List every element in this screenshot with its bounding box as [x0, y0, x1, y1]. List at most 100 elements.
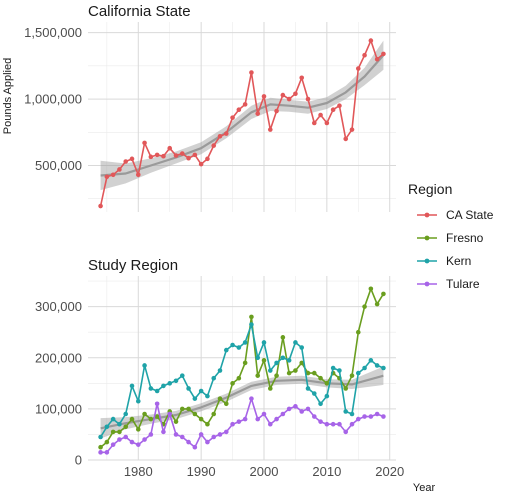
data-point-tulare	[192, 444, 198, 450]
data-point-tulare	[261, 411, 267, 417]
data-point-ca-state	[286, 96, 292, 102]
data-point-tulare	[337, 421, 342, 427]
data-point-kern	[192, 396, 198, 401]
data-point-kern	[362, 365, 367, 371]
data-point-kern	[223, 347, 229, 353]
legend-label: Kern	[446, 254, 471, 268]
y-tick-label: 200,000	[35, 350, 82, 365]
data-point-tulare	[223, 429, 229, 435]
data-point-fresno	[249, 314, 254, 320]
data-point-tulare	[274, 416, 279, 422]
data-point-ca-state	[179, 151, 185, 156]
data-point-kern	[236, 345, 242, 350]
data-point-fresno	[154, 414, 160, 419]
y-tick-label: 300,000	[35, 299, 82, 314]
data-point-fresno	[355, 329, 361, 335]
data-point-fresno	[261, 358, 267, 363]
data-point-ca-state	[337, 103, 342, 109]
data-point-fresno	[236, 375, 242, 381]
data-point-kern	[179, 373, 185, 378]
series-line-kern	[99, 323, 384, 438]
data-point-tulare	[205, 439, 210, 445]
data-point-tulare	[123, 434, 129, 440]
data-point-fresno	[267, 386, 273, 391]
data-point-fresno	[381, 291, 386, 297]
data-point-ca-state	[223, 131, 229, 136]
data-point-kern	[330, 365, 336, 371]
data-point-ca-state	[255, 111, 261, 116]
data-point-kern	[381, 365, 386, 371]
data-point-ca-state	[123, 159, 129, 164]
legend-item-fresno: Fresno	[417, 231, 484, 245]
y-tick-label: 500,000	[35, 158, 82, 173]
data-point-ca-state	[129, 156, 135, 162]
data-point-ca-state	[261, 94, 267, 99]
data-point-kern	[305, 386, 311, 391]
data-point-ca-state	[349, 127, 355, 132]
x-axis-label: Year	[413, 482, 436, 494]
series-line-tulare	[100, 397, 384, 454]
data-point-ca-state	[280, 92, 286, 98]
data-point-fresno	[324, 381, 330, 386]
legend-key-point	[424, 235, 430, 241]
data-point-kern	[368, 358, 374, 363]
legend-key-point	[424, 258, 430, 264]
data-point-tulare	[230, 421, 235, 427]
data-point-tulare	[249, 396, 254, 401]
data-point-ca-state	[217, 133, 223, 139]
legend-key-point	[424, 281, 430, 287]
data-point-fresno	[135, 427, 141, 432]
data-point-ca-state	[381, 51, 386, 57]
data-point-kern	[186, 386, 191, 391]
data-point-kern	[198, 388, 204, 394]
data-point-ca-state	[236, 107, 242, 112]
data-point-tulare	[167, 411, 173, 417]
y-tick-label: 1,500,000	[24, 25, 82, 40]
data-point-kern	[337, 368, 342, 373]
data-point-fresno	[173, 419, 179, 424]
data-point-tulare	[255, 416, 261, 422]
data-point-ca-state	[173, 153, 179, 158]
data-point-kern	[110, 416, 116, 422]
data-point-tulare	[267, 421, 273, 427]
data-point-ca-state	[274, 108, 279, 114]
data-point-tulare	[110, 442, 116, 447]
data-point-tulare	[198, 432, 204, 437]
data-point-fresno	[110, 429, 116, 435]
data-point-fresno	[123, 424, 129, 430]
data-point-ca-state	[368, 38, 374, 43]
data-point-ca-state	[104, 174, 110, 180]
trend-confidence-band	[100, 366, 384, 439]
data-point-ca-state	[117, 167, 122, 172]
x-tick-label: 2000	[250, 464, 279, 479]
data-point-tulare	[293, 404, 298, 409]
top-panel: 500,000 1,000,000 1,500,000	[24, 22, 396, 212]
data-point-kern	[242, 340, 248, 345]
data-point-fresno	[148, 416, 154, 422]
data-point-fresno	[318, 375, 323, 381]
data-point-tulare	[117, 437, 122, 442]
data-point-tulare	[362, 414, 367, 419]
trend-line	[100, 54, 385, 177]
data-point-tulare	[330, 421, 336, 427]
data-point-fresno	[305, 370, 311, 376]
data-point-ca-state	[135, 172, 141, 178]
data-point-fresno	[129, 416, 135, 422]
x-tick-label: 1980	[124, 464, 153, 479]
data-point-tulare	[299, 409, 305, 414]
y-tick-label: 0	[75, 453, 82, 468]
data-point-kern	[98, 434, 103, 440]
data-point-tulare	[154, 401, 160, 407]
data-point-ca-state	[148, 154, 154, 160]
data-point-ca-state	[198, 161, 204, 167]
data-point-ca-state	[305, 96, 311, 102]
data-point-ca-state	[355, 66, 361, 71]
data-point-ca-state	[324, 120, 330, 126]
data-point-fresno	[142, 411, 147, 417]
data-point-fresno	[293, 368, 298, 373]
data-point-ca-state	[98, 203, 103, 209]
data-point-kern	[299, 345, 305, 350]
data-point-fresno	[311, 370, 317, 376]
data-point-tulare	[148, 432, 154, 437]
data-point-kern	[173, 378, 179, 384]
